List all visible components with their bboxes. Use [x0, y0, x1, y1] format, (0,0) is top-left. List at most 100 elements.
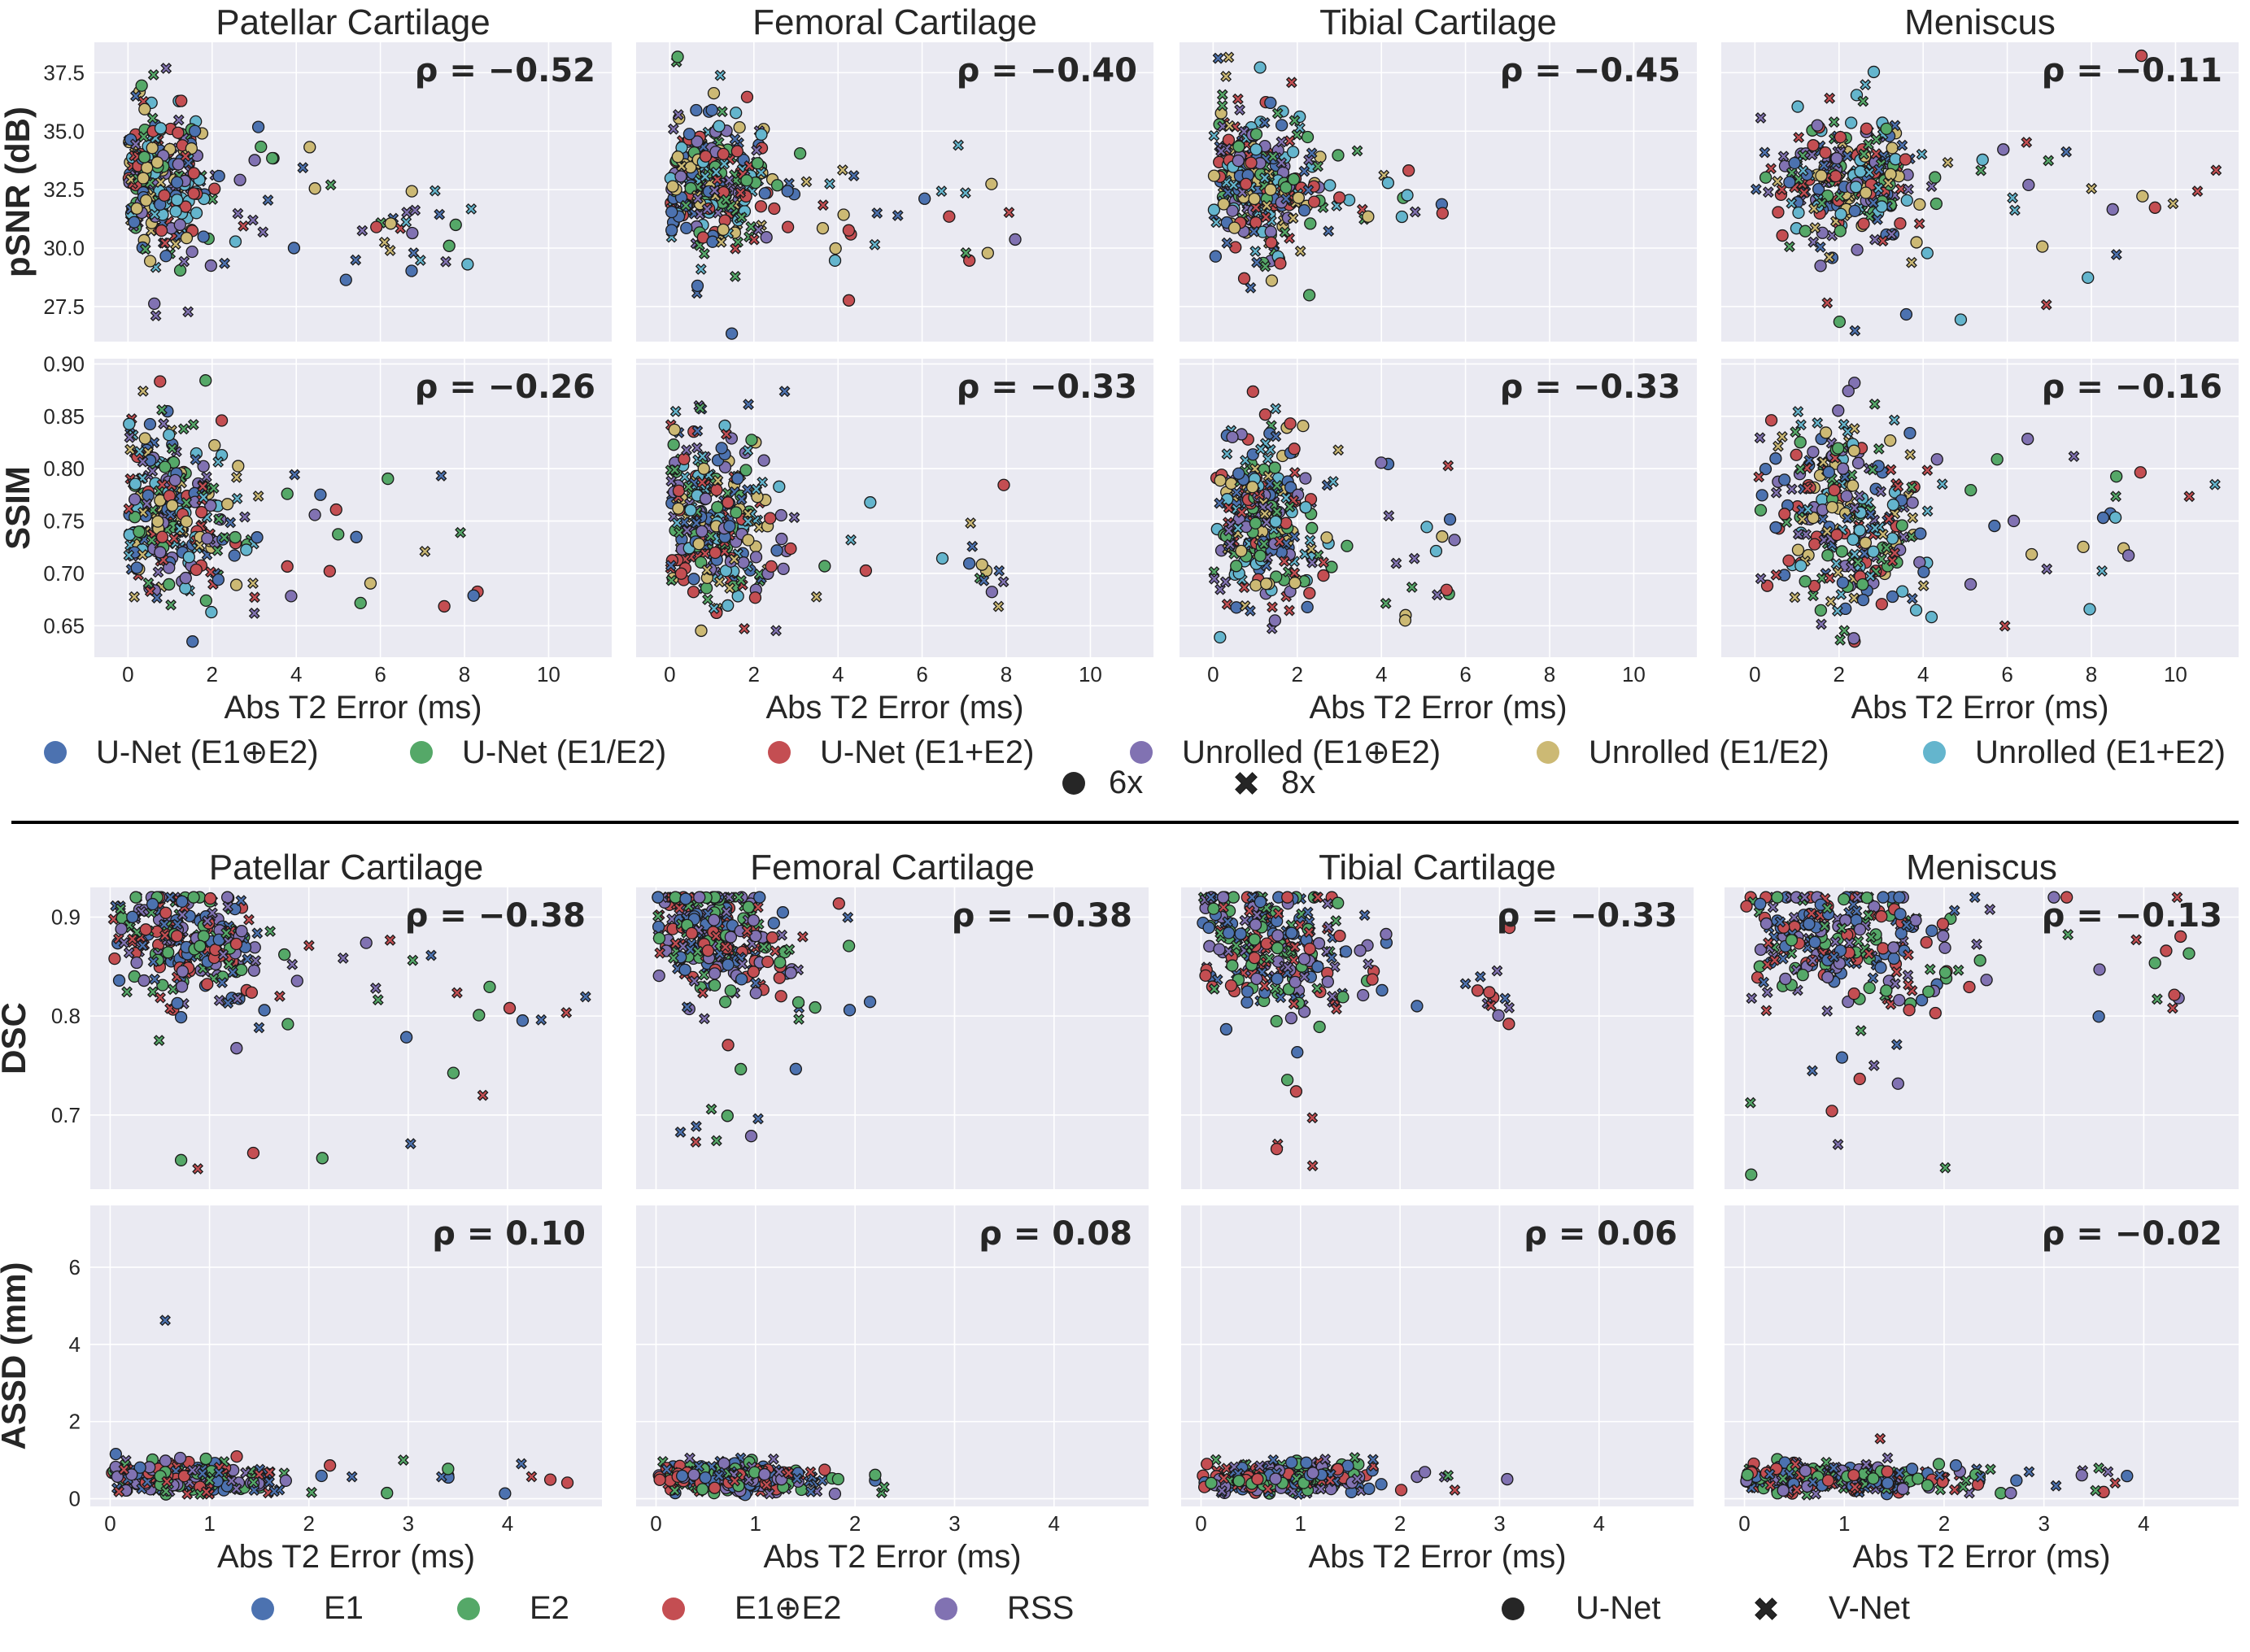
point-circle [1835, 1051, 1849, 1064]
y-axis-label: SSIM [0, 466, 37, 550]
point-circle [761, 955, 774, 969]
point-circle [1929, 171, 1942, 184]
point-circle [137, 172, 150, 185]
point-circle [708, 1481, 722, 1494]
point-x [869, 238, 881, 251]
point-circle [163, 578, 176, 591]
point-circle [1860, 891, 1873, 904]
point-circle [1354, 944, 1367, 957]
panel-title: Meniscus [1906, 848, 2057, 887]
point-x [1216, 99, 1228, 111]
point-circle [228, 549, 241, 562]
point-circle [1284, 417, 1297, 430]
point-circle [1214, 630, 1227, 644]
point-x [1003, 207, 1015, 219]
point-circle [981, 246, 994, 259]
point-x [414, 255, 426, 266]
point-circle [138, 432, 151, 445]
y-axis-label: ASSD (mm) [0, 1262, 33, 1449]
point-circle [285, 590, 298, 603]
point-x [401, 207, 413, 218]
point-circle [1471, 984, 1485, 997]
x-tick-label: 8 [459, 662, 470, 687]
point-circle [1232, 467, 1245, 480]
point-circle [730, 145, 743, 158]
point-circle [1274, 257, 1287, 270]
point-circle [1834, 207, 1847, 220]
point-circle [1440, 583, 1454, 596]
point-circle [1963, 980, 1976, 994]
point-circle [1301, 600, 1314, 614]
point-circle [1284, 1012, 1298, 1025]
point-circle [1375, 1478, 1388, 1491]
point-circle [770, 179, 784, 192]
point-circle [483, 980, 496, 994]
rho-annotation: ρ = −0.33 [1497, 897, 1677, 935]
point-circle [1304, 217, 1317, 230]
point-circle [730, 506, 743, 519]
point-circle [137, 974, 150, 987]
point-circle [1259, 578, 1273, 591]
point-circle [2160, 944, 2173, 957]
point-circle [697, 462, 710, 475]
point-circle [1921, 1479, 1934, 1492]
point-circle [146, 897, 159, 911]
point-circle [1394, 1484, 1408, 1497]
point-circle [406, 226, 419, 240]
point-circle [154, 122, 168, 135]
point-circle [725, 327, 739, 340]
point-circle [693, 891, 706, 904]
point-circle [740, 90, 754, 103]
point-circle [354, 596, 367, 610]
point-circle [503, 1001, 517, 1015]
point-circle [182, 551, 195, 564]
point-circle [1930, 197, 1943, 211]
point-circle [1891, 1077, 1904, 1090]
point-circle [699, 492, 713, 505]
point-circle [684, 503, 697, 517]
point-circle [194, 939, 207, 952]
point-circle [205, 605, 218, 619]
point-circle [1246, 385, 1259, 399]
point-circle [290, 974, 303, 987]
point-circle [1375, 456, 1388, 469]
point-circle [1832, 404, 1845, 417]
point-circle [773, 971, 786, 984]
point-circle [1875, 909, 1888, 923]
point-x [247, 214, 259, 226]
y-tick-label: 6 [69, 1255, 81, 1279]
point-circle [1964, 578, 1977, 591]
point-x [718, 158, 730, 170]
legend-label: E1⊕E2 [735, 1590, 841, 1626]
point-circle [690, 103, 703, 117]
point-x [1258, 172, 1271, 184]
legend-top: U-Net (E1⊕E2) U-Net (E1/E2) U-Net (E1+E2) U… [44, 734, 2226, 800]
point-circle [1341, 539, 1354, 552]
point-circle [700, 582, 713, 595]
point-circle [1502, 1018, 1515, 1031]
point-circle [201, 978, 214, 991]
point-circle [251, 531, 264, 544]
point-x [755, 167, 767, 179]
point-circle [245, 986, 259, 999]
point-circle [1741, 1468, 1754, 1481]
point-circle [679, 892, 692, 905]
point-circle [449, 218, 462, 232]
point-x [1409, 206, 1421, 218]
point-circle [695, 1483, 709, 1496]
point-circle [399, 1031, 413, 1044]
point-circle [1249, 918, 1262, 931]
point-circle [1289, 975, 1302, 989]
point-circle [2096, 511, 2110, 525]
point-x [1223, 51, 1235, 63]
point-circle [1831, 442, 1845, 455]
point-circle [1778, 508, 1791, 521]
point-circle [1860, 122, 1873, 135]
point-circle [197, 230, 210, 243]
point-x [1280, 193, 1292, 205]
point-circle [1443, 512, 1457, 526]
x-tick-label: 4 [1376, 662, 1387, 687]
point-circle [143, 255, 157, 268]
point-x [384, 245, 396, 256]
legend-label: U-Net (E1⊕E2) [96, 734, 319, 770]
